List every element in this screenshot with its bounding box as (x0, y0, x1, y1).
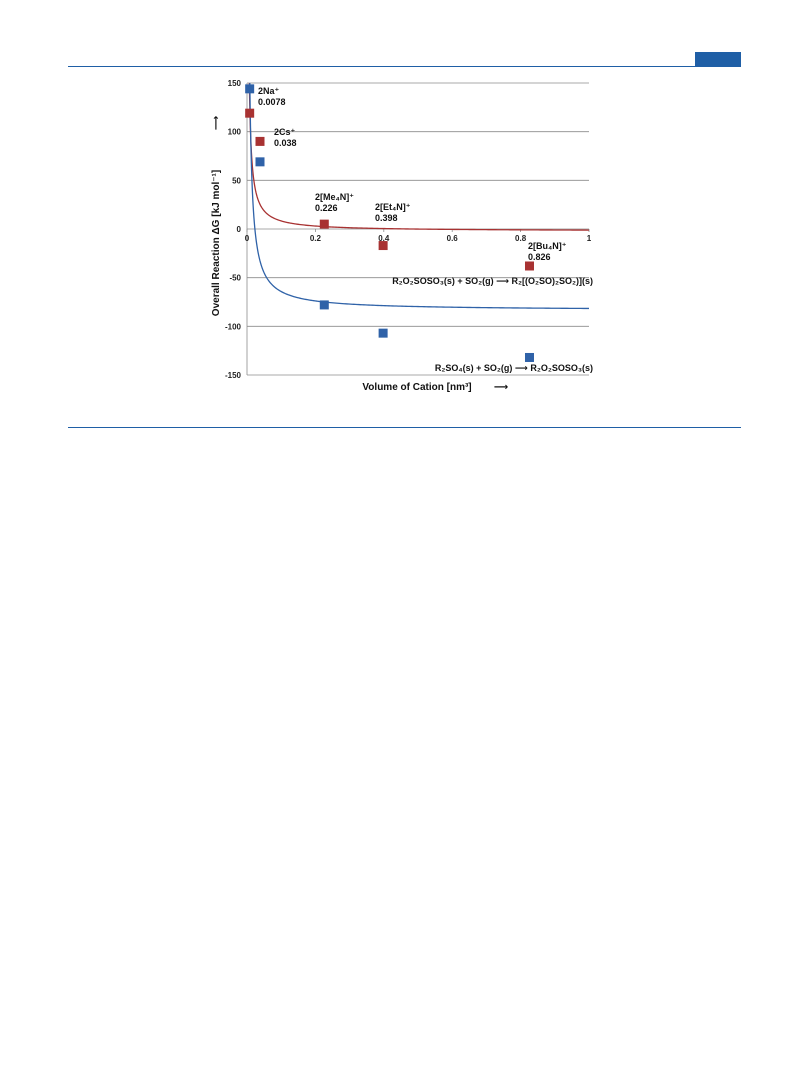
series-label-blue: R₂SO₄(s) + SO₂(g) ⟶ R₂O₂SOSO₃(s) (435, 363, 593, 373)
header-tab (695, 52, 741, 67)
x-axis-label: Volume of Cation [nm³] (362, 382, 471, 393)
point-label-name: 2Cs⁺ (274, 127, 296, 137)
y-tick-label: 0 (237, 225, 242, 234)
y-tick-label: 50 (232, 176, 241, 185)
data-point (378, 328, 388, 338)
fit-curves (248, 82, 590, 310)
x-tick-label: 0.4 (378, 234, 390, 243)
data-point (319, 219, 329, 229)
grid (247, 82, 589, 376)
y-tick-label: 150 (228, 79, 242, 88)
series-label-red: R₂O₂SOSO₃(s) + SO₂(g) ⟶ R₂[(O₂SO)₂SO₂)](… (392, 276, 593, 286)
x-tick-label: 0 (245, 234, 250, 243)
x-tick-label: 0.6 (447, 234, 459, 243)
data-point (378, 241, 388, 251)
point-label-name: 2[Me₄N]⁺ (315, 192, 354, 202)
point-label-name: 2Na⁺ (258, 86, 280, 96)
data-point (319, 300, 329, 310)
point-label-volume: 0.226 (315, 203, 338, 213)
y-tick-label: -150 (225, 371, 242, 380)
x-tick-label: 1 (587, 234, 592, 243)
series-labels: R₂O₂SOSO₃(s) + SO₂(g) ⟶ R₂[(O₂SO)₂SO₂)](… (392, 276, 593, 373)
y-axis-arrow: ⟶ (211, 116, 222, 130)
point-labels: 2Na⁺0.0078 2Cs⁺0.038 2[Me₄N]⁺0.226 2[Et₄N]⁺… (258, 86, 567, 262)
data-point (255, 157, 265, 167)
y-tick-label: -50 (229, 274, 241, 283)
data-point (524, 352, 534, 362)
fit-curve-1 (248, 82, 590, 231)
y-tick-label: 100 (228, 128, 242, 137)
figure: 150 100 50 0 -50 -100 -150 0 0.2 0.4 0.6 0.8 1 Overal… (205, 72, 600, 395)
data-point (524, 261, 534, 271)
point-label-volume: 0.038 (274, 138, 297, 148)
data-point (245, 84, 255, 94)
point-label-volume: 0.0078 (258, 97, 286, 107)
y-tick-label: -100 (225, 322, 242, 331)
point-label-name: 2[Et₄N]⁺ (375, 202, 411, 212)
point-label-name: 2[Bu₄N]⁺ (528, 241, 567, 251)
point-label-volume: 0.398 (375, 213, 398, 223)
data-point (245, 108, 255, 118)
footer-rule (68, 427, 741, 428)
x-tick-label: 0.8 (515, 234, 527, 243)
fit-curve-2 (249, 82, 590, 310)
data-point (255, 136, 265, 146)
data-points (245, 84, 534, 362)
axes: 150 100 50 0 -50 -100 -150 0 0.2 0.4 0.6 0.8 1 Overal… (211, 79, 592, 393)
x-tick-label: 0.2 (310, 234, 322, 243)
point-label-volume: 0.826 (528, 252, 551, 262)
y-axis-label: Overall Reaction ΔG [kJ mol⁻¹] (211, 170, 222, 316)
x-axis-arrow: ⟶ (494, 382, 508, 393)
header-rule (68, 66, 741, 67)
chart: 150 100 50 0 -50 -100 -150 0 0.2 0.4 0.6 0.8 1 Overal… (211, 79, 593, 393)
